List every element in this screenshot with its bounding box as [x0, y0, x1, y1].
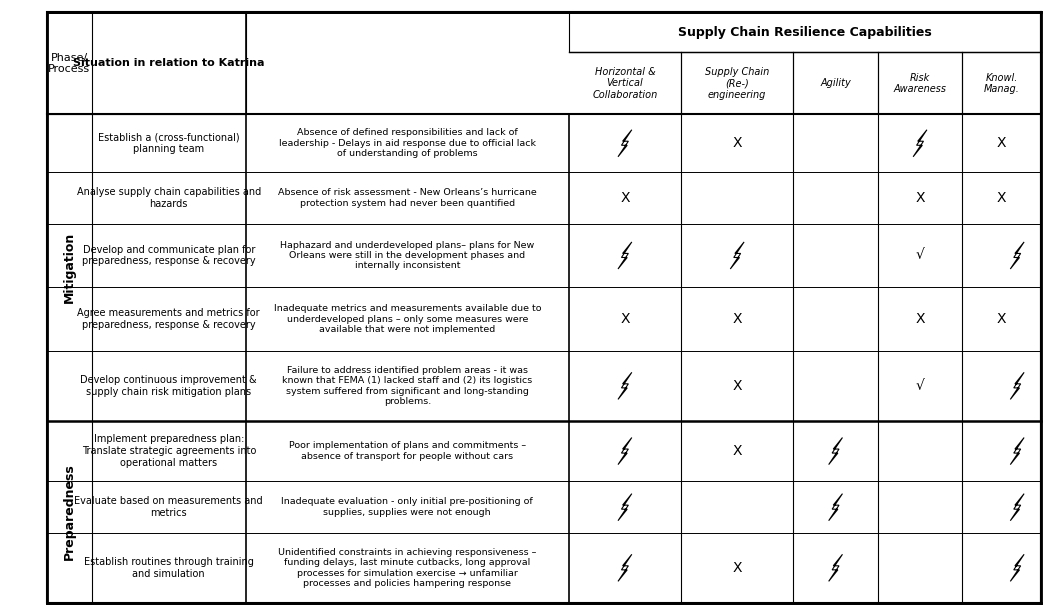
Text: X: X [732, 561, 742, 575]
Polygon shape [730, 242, 744, 269]
Text: Develop and communicate plan for
preparedness, response & recovery: Develop and communicate plan for prepare… [82, 245, 255, 266]
Text: Implement preparedness plan:
Translate strategic agreements into
operational mat: Implement preparedness plan: Translate s… [82, 434, 256, 467]
Text: Haphazard and underdeveloped plans– plans for New
Orleans were still in the deve: Haphazard and underdeveloped plans– plan… [280, 240, 535, 271]
Text: Risk
Awareness: Risk Awareness [893, 73, 947, 94]
Text: X: X [732, 312, 742, 326]
Text: √: √ [915, 379, 925, 393]
Text: Absence of defined responsibilities and lack of
leadership - Delays in aid respo: Absence of defined responsibilities and … [279, 129, 536, 158]
Text: Mitigation: Mitigation [63, 232, 76, 303]
Polygon shape [1010, 494, 1024, 521]
Polygon shape [913, 130, 927, 157]
Text: X: X [732, 137, 742, 150]
Bar [47, 12, 246, 114]
Polygon shape [828, 494, 842, 521]
Text: Horizontal &
Vertical
Collaboration: Horizontal & Vertical Collaboration [592, 67, 658, 100]
Text: X: X [997, 137, 1006, 150]
Polygon shape [1010, 554, 1024, 581]
Bar [569, 12, 1041, 52]
Text: Situation in relation to Katrina: Situation in relation to Katrina [73, 58, 265, 68]
Text: X: X [732, 444, 742, 458]
Polygon shape [1010, 372, 1024, 399]
Text: Agree measurements and metrics for
preparedness, response & recovery: Agree measurements and metrics for prepa… [77, 308, 260, 330]
Polygon shape [618, 554, 632, 581]
Polygon shape [1010, 437, 1024, 464]
Polygon shape [618, 372, 632, 399]
Polygon shape [828, 437, 842, 464]
Text: X: X [915, 191, 925, 205]
Text: Develop continuous improvement &
supply chain risk mitigation plans: Develop continuous improvement & supply … [81, 375, 257, 397]
Polygon shape [828, 554, 842, 581]
Text: Absence of risk assessment - New Orleans’s hurricane
protection system had never: Absence of risk assessment - New Orleans… [278, 188, 537, 207]
Text: X: X [620, 191, 630, 205]
Polygon shape [618, 242, 632, 269]
Text: Evaluate based on measurements and
metrics: Evaluate based on measurements and metri… [74, 496, 264, 518]
Text: Supply Chain Resilience Capabilities: Supply Chain Resilience Capabilities [678, 26, 932, 39]
Text: Establish a (cross-functional)
planning team: Establish a (cross-functional) planning … [98, 132, 240, 154]
Text: Supply Chain
(Re-)
engineering: Supply Chain (Re-) engineering [705, 67, 769, 100]
Text: X: X [732, 379, 742, 393]
Text: Analyse supply chain capabilities and
hazards: Analyse supply chain capabilities and ha… [76, 187, 260, 208]
Text: Establish routines through training
and simulation: Establish routines through training and … [84, 557, 254, 579]
Text: Failure to address identified problem areas - it was
known that FEMA (1) lacked : Failure to address identified problem ar… [282, 366, 532, 406]
Text: X: X [915, 312, 925, 326]
Polygon shape [618, 130, 632, 157]
Polygon shape [618, 494, 632, 521]
Text: Unidentified constraints in achieving responsiveness –
funding delays, last minu: Unidentified constraints in achieving re… [278, 548, 537, 588]
Text: Knowl.
Manag.: Knowl. Manag. [983, 73, 1020, 94]
Text: Phase/
Process: Phase/ Process [48, 52, 91, 74]
Text: Preparedness: Preparedness [63, 463, 76, 560]
Text: Poor implementation of plans and commitments –
absence of transport for people w: Poor implementation of plans and commitm… [289, 442, 526, 461]
Text: Inadequate evaluation - only initial pre-positioning of
supplies, supplies were : Inadequate evaluation - only initial pre… [281, 498, 533, 517]
Text: X: X [997, 191, 1006, 205]
Polygon shape [618, 437, 632, 464]
Polygon shape [1010, 242, 1024, 269]
Text: Agility: Agility [820, 79, 851, 89]
Text: Inadequate metrics and measurements available due to
underdeveloped plans – only: Inadequate metrics and measurements avai… [274, 304, 541, 334]
Text: X: X [997, 312, 1006, 326]
Text: X: X [620, 312, 630, 326]
Text: √: √ [915, 248, 925, 263]
